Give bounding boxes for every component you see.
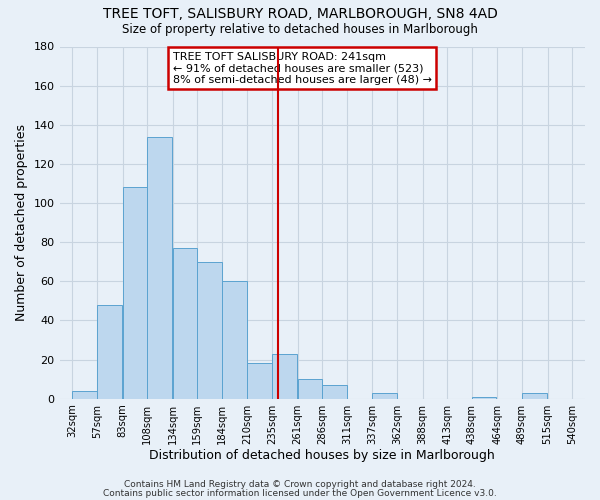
Bar: [373, 393, 397, 398]
Bar: [147, 136, 172, 398]
Y-axis label: Number of detached properties: Number of detached properties: [15, 124, 28, 321]
Bar: [298, 379, 322, 398]
Bar: [122, 188, 147, 398]
Bar: [522, 393, 547, 398]
Text: Size of property relative to detached houses in Marlborough: Size of property relative to detached ho…: [122, 22, 478, 36]
Text: TREE TOFT SALISBURY ROAD: 241sqm
← 91% of detached houses are smaller (523)
8% o: TREE TOFT SALISBURY ROAD: 241sqm ← 91% o…: [173, 52, 431, 85]
Bar: [322, 385, 347, 398]
Bar: [472, 397, 496, 398]
Bar: [97, 305, 122, 398]
Bar: [222, 282, 247, 399]
Text: Contains public sector information licensed under the Open Government Licence v3: Contains public sector information licen…: [103, 488, 497, 498]
Bar: [73, 391, 97, 398]
Bar: [272, 354, 296, 399]
Text: Contains HM Land Registry data © Crown copyright and database right 2024.: Contains HM Land Registry data © Crown c…: [124, 480, 476, 489]
Text: TREE TOFT, SALISBURY ROAD, MARLBOROUGH, SN8 4AD: TREE TOFT, SALISBURY ROAD, MARLBOROUGH, …: [103, 8, 497, 22]
Bar: [197, 262, 222, 398]
Bar: [173, 248, 197, 398]
X-axis label: Distribution of detached houses by size in Marlborough: Distribution of detached houses by size …: [149, 450, 495, 462]
Bar: [247, 364, 272, 398]
